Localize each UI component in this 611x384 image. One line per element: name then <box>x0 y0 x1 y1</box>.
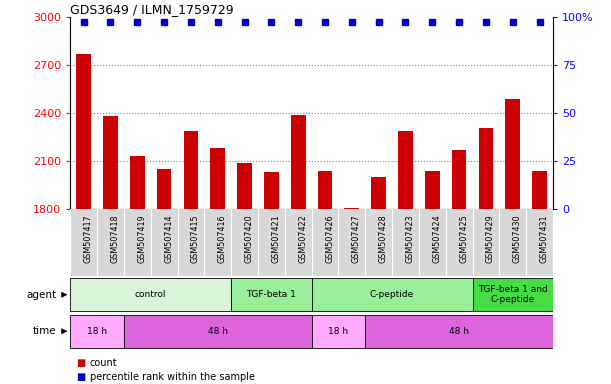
Text: ■: ■ <box>76 372 86 382</box>
Bar <box>478 127 493 209</box>
Text: 18 h: 18 h <box>87 327 107 336</box>
Text: GSM507430: GSM507430 <box>513 215 522 263</box>
Text: GSM507417: GSM507417 <box>84 215 93 263</box>
Bar <box>103 116 118 209</box>
Text: GSM507416: GSM507416 <box>218 215 227 263</box>
Bar <box>505 99 520 209</box>
Text: GSM507427: GSM507427 <box>352 215 361 263</box>
Text: 48 h: 48 h <box>449 327 469 336</box>
Bar <box>237 163 252 209</box>
Bar <box>70 278 231 311</box>
Bar <box>425 171 440 209</box>
Text: GSM507418: GSM507418 <box>111 215 120 263</box>
Text: GSM507426: GSM507426 <box>325 215 334 263</box>
Text: TGF-beta 1 and
C-peptide: TGF-beta 1 and C-peptide <box>478 285 547 305</box>
Bar <box>365 315 553 348</box>
Text: control: control <box>135 290 166 299</box>
Bar <box>532 171 547 209</box>
Text: GSM507431: GSM507431 <box>540 215 549 263</box>
Bar <box>312 315 365 348</box>
Bar <box>345 208 359 209</box>
Bar <box>210 149 225 209</box>
Text: ■: ■ <box>76 358 86 368</box>
Bar <box>291 115 306 209</box>
Bar <box>472 278 553 311</box>
Text: GSM507424: GSM507424 <box>433 215 441 263</box>
Bar <box>183 131 199 209</box>
Text: agent: agent <box>27 290 57 300</box>
Bar <box>318 171 332 209</box>
Text: GSM507419: GSM507419 <box>137 215 146 263</box>
Bar <box>124 315 312 348</box>
Text: 18 h: 18 h <box>328 327 348 336</box>
Bar <box>371 177 386 209</box>
Bar <box>452 150 466 209</box>
Text: GSM507425: GSM507425 <box>459 215 468 263</box>
Bar <box>157 169 172 209</box>
Text: GDS3649 / ILMN_1759729: GDS3649 / ILMN_1759729 <box>70 3 234 16</box>
Bar <box>76 54 91 209</box>
Bar <box>70 315 124 348</box>
Bar <box>312 278 472 311</box>
Text: TGF-beta 1: TGF-beta 1 <box>246 290 296 299</box>
Text: GSM507415: GSM507415 <box>191 215 200 263</box>
Text: GSM507414: GSM507414 <box>164 215 173 263</box>
Text: count: count <box>90 358 117 368</box>
Text: GSM507422: GSM507422 <box>298 215 307 263</box>
Text: GSM507428: GSM507428 <box>379 215 387 263</box>
Text: GSM507421: GSM507421 <box>271 215 280 263</box>
Bar <box>231 278 312 311</box>
Text: C-peptide: C-peptide <box>370 290 414 299</box>
Bar <box>398 131 413 209</box>
Bar <box>130 157 145 209</box>
Text: GSM507420: GSM507420 <box>244 215 254 263</box>
Text: GSM507423: GSM507423 <box>406 215 414 263</box>
Text: time: time <box>33 326 57 336</box>
Text: percentile rank within the sample: percentile rank within the sample <box>90 372 255 382</box>
Bar <box>264 172 279 209</box>
Text: GSM507429: GSM507429 <box>486 215 495 263</box>
Text: 48 h: 48 h <box>208 327 228 336</box>
